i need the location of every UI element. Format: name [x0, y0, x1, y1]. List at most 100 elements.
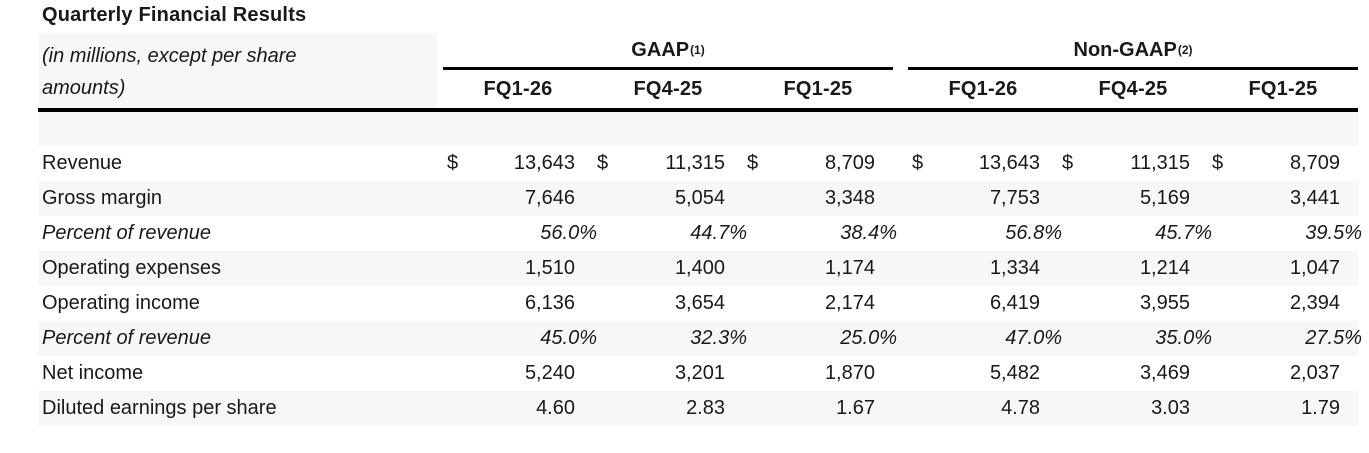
value-cell: $8,709	[1208, 146, 1358, 181]
gaap-group-title: GAAP (1)	[443, 33, 893, 70]
column-header: FQ1-25	[1248, 77, 1318, 100]
value-cell: 44.7%	[593, 216, 747, 251]
gaap-group-header: GAAP (1) FQ1-26 FQ4-25 FQ1-25	[443, 33, 893, 108]
non-gaap-values: 4.78 3.03 1.79	[908, 391, 1358, 426]
non-gaap-period-headers: FQ1-26 FQ4-25 FQ1-25	[908, 70, 1358, 108]
cell-value: 25.0%	[840, 327, 897, 349]
value-cell: 39.5%	[1208, 216, 1362, 251]
row-label: Operating income	[42, 292, 200, 314]
value-cell: 6,136	[443, 286, 593, 321]
value-cell: 1.67	[743, 391, 893, 426]
value-cell: 3,654	[593, 286, 743, 321]
non-gaap-values: 5,482 3,469 2,037	[908, 356, 1358, 391]
non-gaap-group-title: Non-GAAP (2)	[908, 33, 1358, 70]
row-label: Gross margin	[42, 187, 163, 209]
non-gaap-values: 47.0% 35.0% 27.5%	[908, 321, 1362, 356]
column-header: FQ1-26	[948, 77, 1018, 100]
row-gap	[893, 286, 908, 321]
value-cell: 1,214	[1058, 251, 1208, 286]
non-gaap-values: 6,419 3,955 2,394	[908, 286, 1358, 321]
financial-results-table: (in millions, except per share amounts) …	[38, 33, 1362, 426]
row-gap	[893, 216, 908, 251]
currency-symbol: $	[1062, 152, 1074, 174]
row-label: Percent of revenue	[42, 222, 211, 244]
cell-value: 6,419	[989, 292, 1040, 314]
gaap-footnote-ref: (1)	[690, 43, 705, 57]
value-cell: 5,240	[443, 356, 593, 391]
value-cell: 5,054	[593, 181, 743, 216]
value-cell: 1,174	[743, 251, 893, 286]
value-cell: 1.79	[1208, 391, 1358, 426]
gaap-values: 6,136 3,654 2,174	[443, 286, 893, 321]
spacer-row	[38, 112, 1358, 146]
cell-value: 4.78	[1001, 397, 1040, 419]
non-gaap-values: 1,334 1,214 1,047	[908, 251, 1358, 286]
cell-value: 13,643	[513, 152, 575, 174]
cell-value: 1.67	[836, 397, 875, 419]
value-cell: 3,955	[1058, 286, 1208, 321]
value-cell: 38.4%	[743, 216, 897, 251]
cell-value: 3,348	[824, 187, 875, 209]
row-gap	[893, 181, 908, 216]
table-row: Operating expenses 1,510 1,400 1,174 1,3…	[38, 251, 1358, 286]
cell-value: 3.03	[1151, 397, 1190, 419]
value-cell: 4.60	[443, 391, 593, 426]
gaap-period-headers: FQ1-26 FQ4-25 FQ1-25	[443, 70, 893, 108]
value-cell: $8,709	[743, 146, 893, 181]
table-row: Net income 5,240 3,201 1,870 5,482 3,469…	[38, 356, 1358, 391]
value-cell: 2,394	[1208, 286, 1358, 321]
header-gap	[893, 33, 908, 108]
row-gap	[893, 146, 908, 181]
cell-value: 5,054	[674, 187, 725, 209]
non-gaap-label: Non-GAAP	[1073, 38, 1177, 61]
value-cell: 32.3%	[593, 321, 747, 356]
cell-value: 2.83	[686, 397, 725, 419]
column-header: FQ1-25	[783, 77, 853, 100]
table-row: Revenue $13,643 $11,315 $8,709 $13,643 $…	[38, 146, 1358, 181]
cell-value: 13,643	[978, 152, 1040, 174]
cell-value: 27.5%	[1305, 327, 1362, 349]
cell-value: 1.79	[1301, 397, 1340, 419]
value-cell: 25.0%	[743, 321, 897, 356]
cell-value: 3,201	[674, 362, 725, 384]
row-gap	[893, 251, 908, 286]
cell-value: 4.60	[536, 397, 575, 419]
value-cell: 1,510	[443, 251, 593, 286]
value-cell: 2,037	[1208, 356, 1358, 391]
gaap-values: 45.0% 32.3% 25.0%	[443, 321, 897, 356]
cell-value: 6,136	[524, 292, 575, 314]
cell-value: 3,441	[1289, 187, 1340, 209]
value-cell: 1,334	[908, 251, 1058, 286]
cell-value: 45.0%	[540, 327, 597, 349]
cell-value: 3,469	[1139, 362, 1190, 384]
cell-value: 5,482	[989, 362, 1040, 384]
value-cell: 2.83	[593, 391, 743, 426]
value-cell: 45.7%	[1058, 216, 1212, 251]
currency-symbol: $	[912, 152, 924, 174]
value-cell: 56.8%	[908, 216, 1062, 251]
row-label: Diluted earnings per share	[42, 397, 277, 419]
value-cell: $13,643	[908, 146, 1058, 181]
value-cell: 4.78	[908, 391, 1058, 426]
value-cell: 56.0%	[443, 216, 597, 251]
value-cell: $11,315	[593, 146, 743, 181]
currency-symbol: $	[597, 152, 609, 174]
value-cell: 35.0%	[1058, 321, 1212, 356]
cell-value: 1,214	[1139, 257, 1190, 279]
cell-value: 11,315	[665, 152, 725, 174]
cell-value: 8,709	[1289, 152, 1340, 174]
cell-value: 1,400	[674, 257, 725, 279]
cell-value: 39.5%	[1305, 222, 1362, 244]
cell-value: 11,315	[1130, 152, 1190, 174]
cell-value: 1,870	[824, 362, 875, 384]
cell-value: 7,753	[989, 187, 1040, 209]
value-cell: 7,646	[443, 181, 593, 216]
value-cell: 3,469	[1058, 356, 1208, 391]
units-note-line1: (in millions, except per share	[42, 45, 297, 67]
column-header: FQ4-25	[1098, 77, 1168, 100]
cell-value: 32.3%	[690, 327, 747, 349]
table-row: Gross margin 7,646 5,054 3,348 7,753 5,1…	[38, 181, 1358, 216]
value-cell: $13,643	[443, 146, 593, 181]
value-cell: 2,174	[743, 286, 893, 321]
